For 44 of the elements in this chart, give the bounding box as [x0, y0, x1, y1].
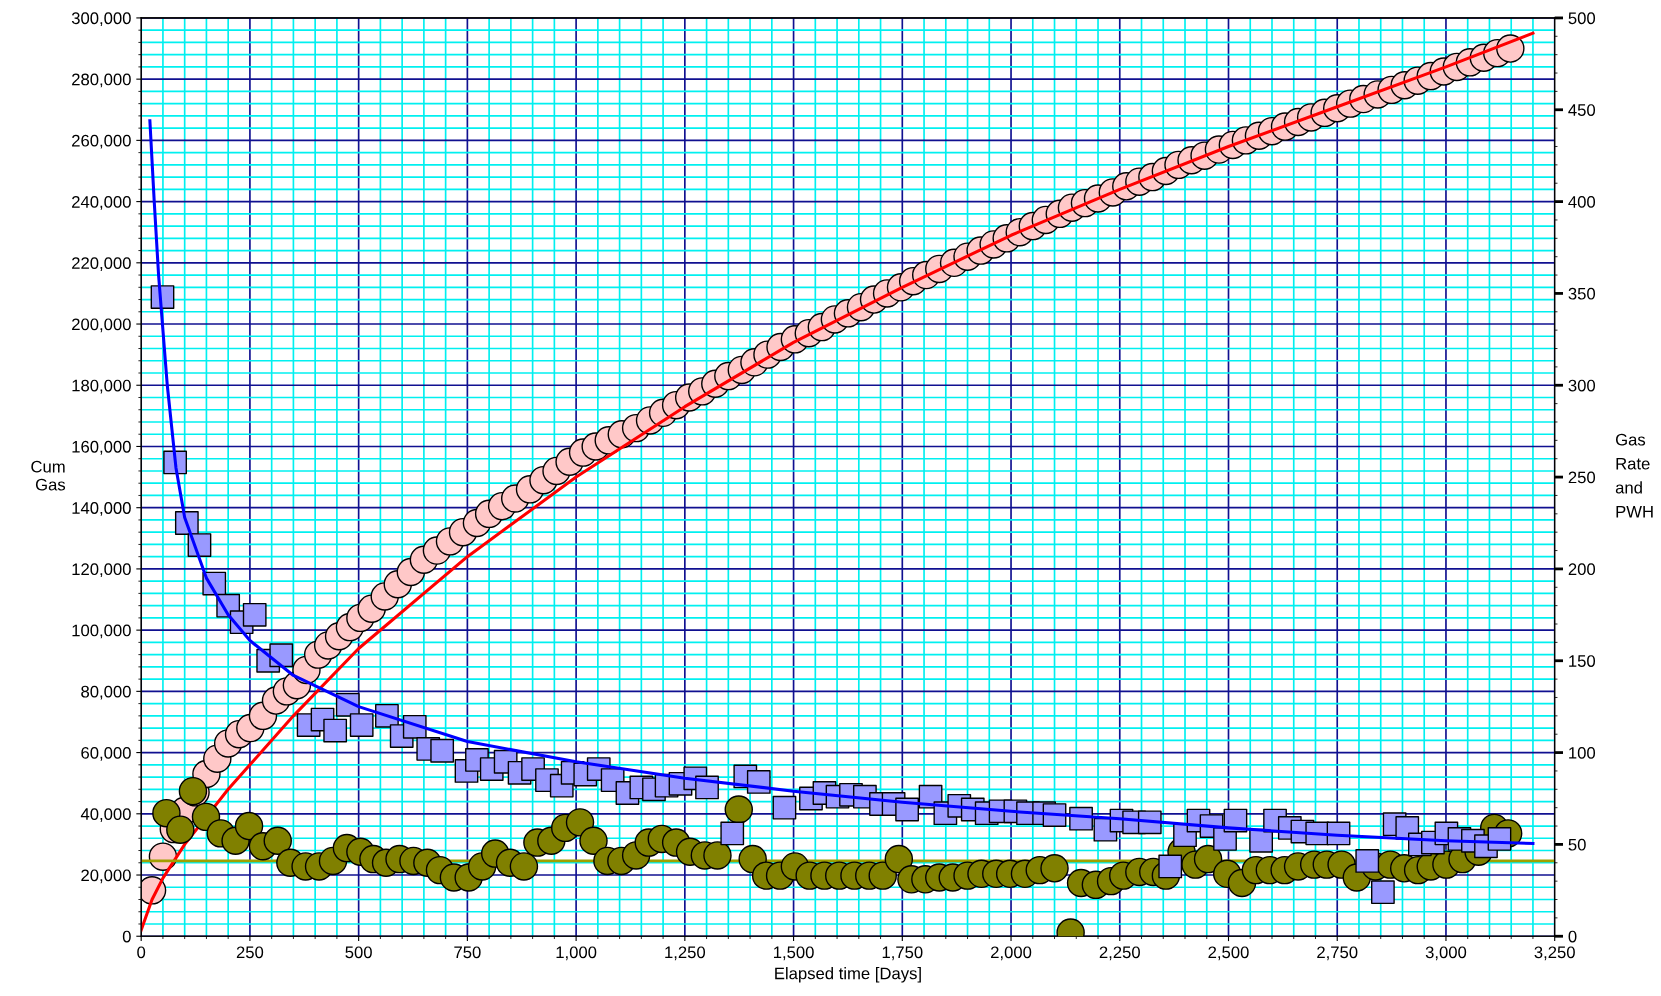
y-tick-label: 260,000	[72, 134, 131, 149]
x-tick-label: 2,750	[1317, 946, 1358, 961]
y2-tick-label: 250	[1568, 471, 1596, 484]
y2-tick-label: 50	[1568, 838, 1586, 851]
y-tick-label: 300,000	[71, 12, 131, 27]
y2-tick-label: 300	[1568, 379, 1596, 392]
y2-tick-label: 350	[1568, 287, 1596, 300]
x-tick-label: 2,000	[991, 946, 1032, 961]
x-tick-label: 1,000	[556, 946, 597, 961]
y-tick-label: 80,000	[81, 685, 131, 700]
y-tick-label: 100,000	[72, 624, 131, 639]
x-tick-label: 2,500	[1208, 946, 1249, 961]
y-tick-label: 140,000	[72, 502, 131, 516]
x-tick-label: 500	[345, 946, 372, 959]
y2-tick-label: 200	[1568, 563, 1596, 576]
y-tick-label: 200,000	[72, 318, 131, 333]
x-tick-label: 3,000	[1425, 946, 1467, 961]
y-tick-label: 120,000	[72, 563, 131, 578]
y-tick-label: 240,000	[72, 195, 131, 210]
y-tick-label: 0	[122, 930, 131, 943]
y-tick-label: 180,000	[72, 379, 131, 394]
y-tick-label: 220,000	[72, 257, 131, 271]
x-tick-label: 0	[137, 946, 146, 959]
x-tick-label: 2,250	[1099, 946, 1140, 961]
x-tick-label: 250	[236, 946, 264, 959]
y2-tick-label: 100	[1569, 746, 1596, 759]
y-axis-title: Cum Gas	[31, 460, 66, 491]
y-tick-label: 60,000	[81, 746, 131, 761]
y-tick-label: 20,000	[81, 869, 131, 884]
x-tick-label: 750	[454, 946, 481, 959]
y-tick-label: 40,000	[80, 808, 131, 822]
y-tick-label: 160,000	[72, 440, 131, 455]
x-tick-label: 1,500	[773, 946, 814, 961]
y2-axis-title: Gas Rate and PWH	[1615, 433, 1653, 518]
y2-tick-label: 400	[1568, 195, 1596, 208]
y2-tick-label: 450	[1568, 104, 1596, 116]
x-tick-label: 1,250	[665, 946, 706, 961]
y2-tick-label: 500	[1568, 12, 1596, 25]
y2-tick-label: 150	[1569, 655, 1596, 667]
y2-tick-label: 0	[1568, 930, 1577, 943]
x-axis-title: Elapsed time [Days]	[775, 967, 921, 983]
y-tick-label: 280,000	[72, 73, 131, 88]
x-tick-label: 1,750	[882, 946, 923, 961]
x-tick-label: 3,250	[1534, 946, 1575, 961]
